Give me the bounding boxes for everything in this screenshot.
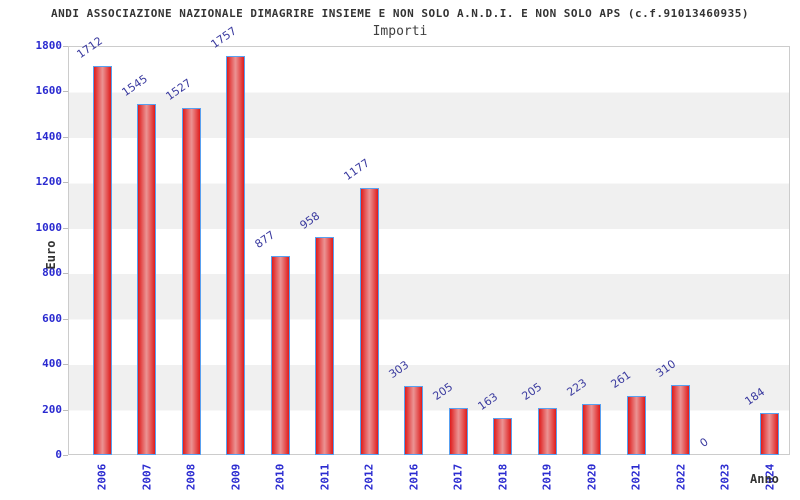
y-tick-label: 800 bbox=[42, 266, 62, 280]
bar bbox=[359, 187, 379, 455]
bar bbox=[582, 404, 602, 455]
y-tick-label: 1600 bbox=[35, 84, 63, 98]
y-tick-label: 200 bbox=[42, 402, 62, 416]
y-tick-mark bbox=[63, 227, 68, 229]
y-tick-label: 400 bbox=[42, 357, 62, 371]
bar bbox=[493, 417, 513, 455]
x-axis-title: Anno bbox=[750, 472, 779, 486]
x-tick-label: 2019 bbox=[540, 463, 554, 491]
y-tick-mark bbox=[63, 455, 68, 456]
y-tick-mark bbox=[63, 409, 68, 411]
bar bbox=[626, 395, 646, 455]
x-tick-label: 2009 bbox=[229, 463, 243, 491]
bar bbox=[760, 413, 780, 455]
x-tick-label: 2006 bbox=[95, 463, 109, 491]
y-tick-label: 1200 bbox=[35, 175, 63, 189]
y-tick-label: 600 bbox=[42, 311, 62, 325]
y-tick-mark bbox=[63, 364, 68, 366]
y-tick-mark bbox=[63, 91, 68, 93]
x-tick-label: 2023 bbox=[718, 463, 732, 491]
chart-subtitle: Importi bbox=[372, 24, 428, 39]
bar bbox=[92, 65, 112, 455]
bar bbox=[137, 103, 157, 455]
x-tick-label: 2020 bbox=[585, 463, 599, 491]
y-tick-label: 1000 bbox=[35, 220, 63, 234]
bar bbox=[226, 55, 246, 455]
y-tick-mark bbox=[63, 46, 68, 47]
x-tick-label: 2011 bbox=[318, 463, 332, 491]
y-tick-label: 0 bbox=[55, 448, 62, 461]
x-tick-label: 2022 bbox=[674, 463, 688, 491]
bar bbox=[181, 108, 201, 455]
bar bbox=[404, 386, 424, 455]
x-tick-label: 2021 bbox=[629, 463, 643, 491]
y-tick-mark bbox=[63, 182, 68, 184]
bar bbox=[448, 408, 468, 455]
bar bbox=[537, 408, 557, 455]
x-tick-label: 2008 bbox=[184, 463, 198, 491]
y-axis-title: Euro bbox=[44, 240, 58, 270]
x-tick-label: 2012 bbox=[362, 463, 376, 491]
chart-title: ANDI ASSOCIAZIONE NAZIONALE DIMAGRIRE IN… bbox=[50, 7, 749, 20]
bar bbox=[315, 237, 335, 455]
x-tick-label: 2016 bbox=[407, 463, 421, 491]
y-tick-label: 1800 bbox=[35, 39, 63, 52]
x-tick-label: 2017 bbox=[451, 463, 465, 491]
bar bbox=[270, 255, 290, 455]
x-tick-label: 2010 bbox=[273, 463, 287, 491]
bar bbox=[671, 384, 691, 455]
y-tick-mark bbox=[63, 318, 68, 320]
y-tick-label: 1400 bbox=[35, 129, 63, 143]
x-tick-label: 2018 bbox=[496, 463, 510, 491]
y-tick-mark bbox=[63, 136, 68, 138]
x-tick-label: 2007 bbox=[140, 463, 154, 491]
y-tick-mark bbox=[63, 273, 68, 275]
